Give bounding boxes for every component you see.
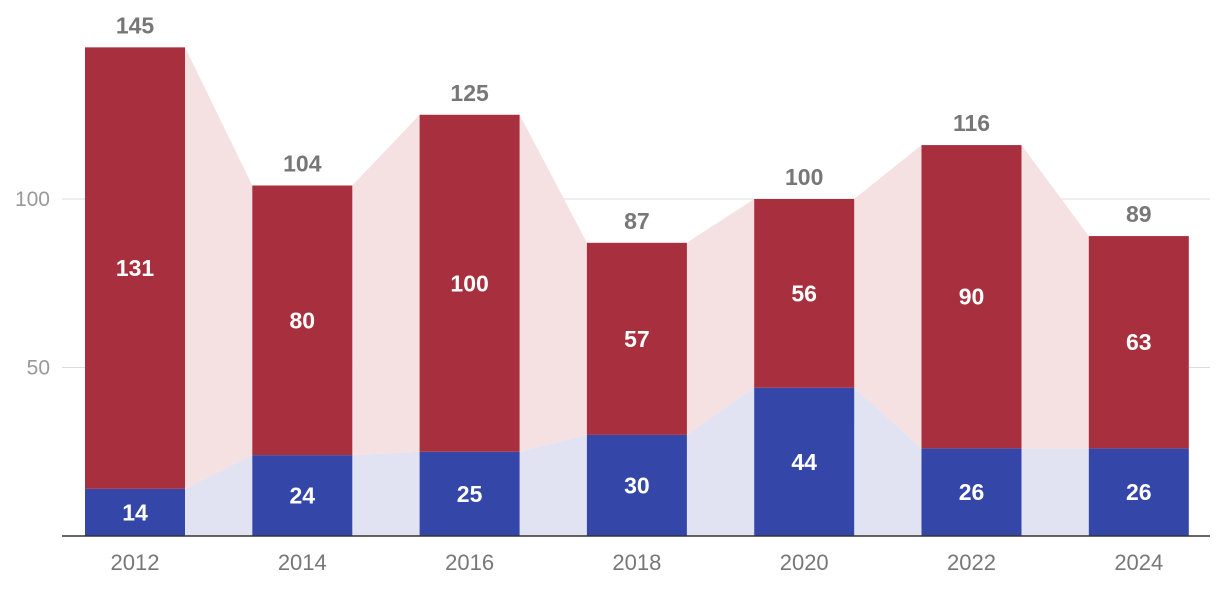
x-tick-label: 2012 <box>111 550 160 575</box>
bottom-connector-area <box>519 434 587 536</box>
total-value-label: 116 <box>953 110 990 136</box>
top-value-label: 56 <box>791 280 817 306</box>
bars <box>85 47 1189 536</box>
connector-areas <box>185 47 1089 536</box>
top-value-label: 131 <box>116 255 155 281</box>
bottom-value-label: 26 <box>1126 479 1152 505</box>
bar-segment-bottom <box>85 488 185 536</box>
top-connector-area <box>1021 145 1089 449</box>
x-tick-label: 2020 <box>780 550 829 575</box>
bottom-value-label: 25 <box>457 481 483 507</box>
total-value-label: 87 <box>624 208 650 234</box>
bottom-connector-area <box>854 387 922 536</box>
top-connector-area <box>519 114 587 452</box>
x-tick-label: 2014 <box>278 550 327 575</box>
bar-segment-bottom <box>754 387 855 536</box>
total-value-label: 125 <box>450 80 489 106</box>
total-value-label: 100 <box>785 164 823 190</box>
x-tick-label: 2018 <box>612 550 661 575</box>
top-value-label: 100 <box>450 270 488 296</box>
bottom-value-label: 14 <box>122 499 148 525</box>
bar-segment-top <box>252 185 353 456</box>
bottom-value-label: 44 <box>791 449 817 475</box>
top-connector-area <box>854 145 922 449</box>
bar-segment-bottom <box>1088 448 1189 536</box>
bar-segment-top <box>921 145 1022 449</box>
bar-segment-bottom <box>419 451 520 536</box>
top-connector-area <box>352 114 420 456</box>
data-labels: 50 100 14 131 145 2012 24 80 104 2014 25 100 125 2016… <box>15 12 1163 575</box>
top-value-label: 80 <box>290 307 316 333</box>
bar-segment-top <box>1088 236 1189 449</box>
bottom-connector-area <box>185 455 253 536</box>
total-value-label: 145 <box>116 12 155 38</box>
bar-segment-top <box>419 114 520 452</box>
bottom-value-label: 24 <box>290 483 316 509</box>
bottom-connector-area <box>352 451 420 536</box>
bottom-value-label: 30 <box>624 472 650 498</box>
x-tick-label: 2022 <box>947 550 996 575</box>
bar-segment-top <box>85 47 185 489</box>
bar-segment-bottom <box>252 455 353 536</box>
top-connector-area <box>686 199 755 435</box>
bottom-connector-area <box>1021 448 1089 536</box>
bar-segment-bottom <box>921 448 1022 536</box>
bottom-connector-area <box>686 387 755 536</box>
bar-segment-top <box>754 199 855 388</box>
bar-segment-bottom <box>586 434 687 536</box>
y-tick-label: 100 <box>15 188 50 211</box>
top-value-label: 90 <box>959 284 985 310</box>
top-value-label: 63 <box>1126 329 1152 355</box>
x-tick-label: 2024 <box>1114 550 1163 575</box>
x-tick-label: 2016 <box>445 550 494 575</box>
top-connector-area <box>185 47 253 489</box>
total-value-label: 104 <box>283 151 322 177</box>
top-value-label: 57 <box>624 326 650 352</box>
bar-segment-top <box>586 242 687 435</box>
total-value-label: 89 <box>1126 201 1152 227</box>
y-tick-label: 50 <box>27 357 50 380</box>
bottom-value-label: 26 <box>959 479 985 505</box>
